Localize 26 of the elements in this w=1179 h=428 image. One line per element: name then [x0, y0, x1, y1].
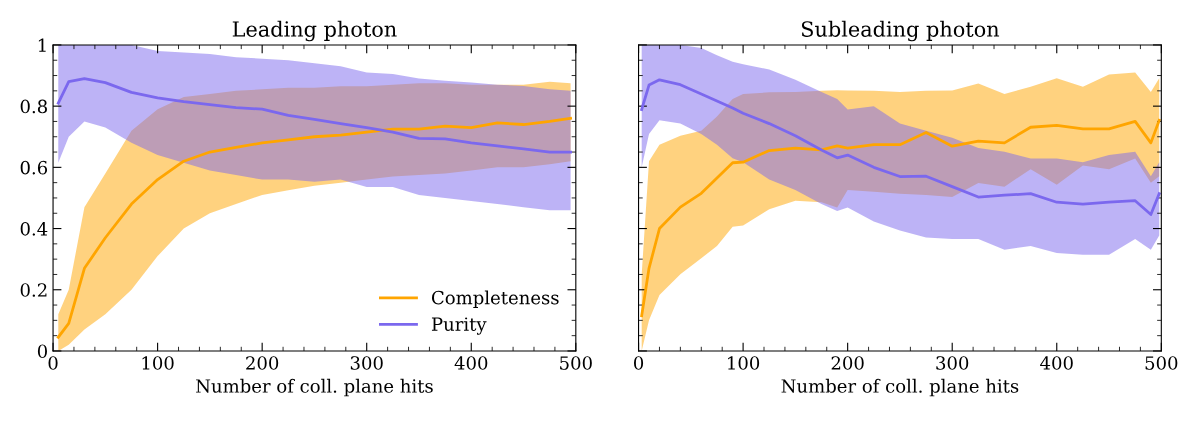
x-tick-label: 200: [831, 356, 864, 370]
y-tick-label: 0.8: [20, 99, 47, 114]
legend-label: Completeness: [431, 290, 559, 308]
y-tick-label: 0.6: [20, 160, 48, 175]
x-tick-label: 500: [560, 356, 592, 370]
x-tick-label: 500: [1145, 356, 1178, 370]
line-series: [56, 77, 572, 154]
chart-title: Leading photon: [232, 20, 397, 42]
x-axis-title: Number of coll. plane hits: [781, 378, 1019, 397]
x-tick-label: 0: [634, 356, 644, 370]
x-axis-title: Number of coll. plane hits: [196, 378, 433, 397]
y-tick-label: 0.4: [20, 222, 48, 236]
x-tick-label: 100: [728, 356, 760, 370]
legend-label: Purity: [431, 317, 487, 335]
x-tick-label: 0: [48, 356, 58, 370]
x-tick-label: 200: [246, 356, 279, 370]
x-tick-label: 300: [350, 356, 383, 370]
x-tick-label: 300: [936, 356, 969, 370]
x-tick-label: 400: [1040, 356, 1073, 370]
line-series: [56, 116, 572, 339]
x-tick-label: 400: [454, 356, 488, 370]
x-tick-label: 100: [142, 356, 174, 370]
y-tick-label: 0.2: [20, 283, 47, 297]
y-tick-label: 1: [38, 38, 46, 52]
y-tick-label: 0: [37, 344, 47, 359]
chart-title: Subleading photon: [801, 20, 1000, 42]
